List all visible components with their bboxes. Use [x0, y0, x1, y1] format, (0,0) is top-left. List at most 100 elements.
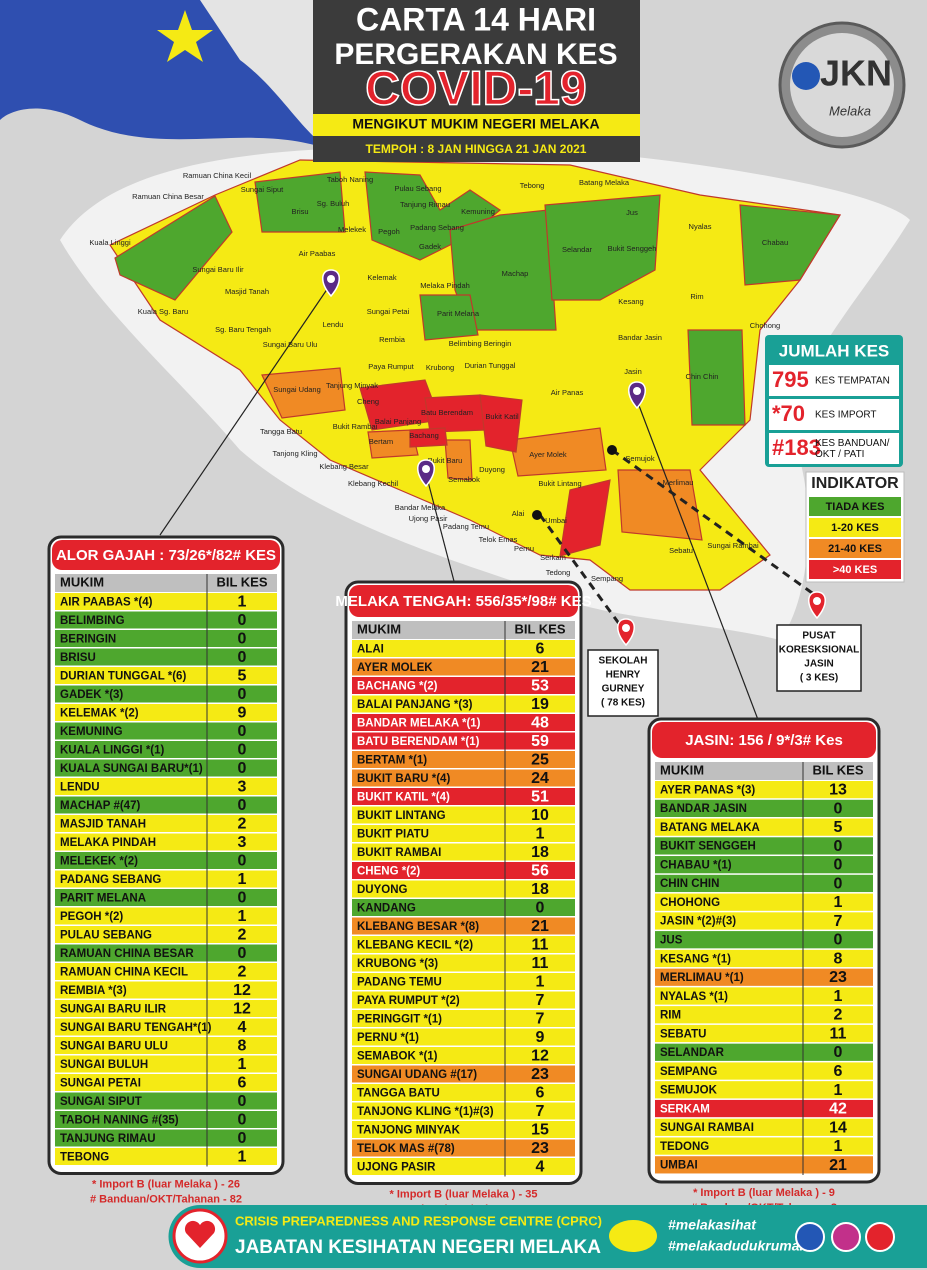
map-label: Klebang Besar: [319, 462, 369, 471]
table-row: [55, 1037, 277, 1054]
dashed-connector: [538, 514, 622, 626]
subtitle: MENGIKUT MUKIM NEGERI MELAKA: [352, 116, 599, 132]
table-row: [352, 732, 575, 750]
table-row: [55, 667, 277, 684]
table-title-bar: [349, 585, 578, 617]
map-label: Tanjung Minyak: [326, 381, 378, 390]
summary-item: [769, 399, 899, 430]
mukim-name: BERTAM *(1): [357, 754, 427, 766]
table-row: [655, 1118, 873, 1136]
case-count: 2: [834, 1007, 843, 1024]
table-row: [352, 843, 575, 861]
case-count: 2: [238, 926, 247, 943]
table-row: [55, 1074, 277, 1091]
case-count: 23: [829, 969, 847, 986]
mukim-name: SEMUJOK: [660, 1085, 718, 1097]
callout-text: GURNEY: [602, 684, 645, 695]
table-row: [352, 1084, 575, 1101]
mukim-name: PEGOH *(2): [60, 911, 123, 923]
map-label: Tanjung Rimau: [400, 200, 450, 209]
case-count: 21: [829, 1157, 847, 1174]
table-row: [352, 1065, 575, 1083]
case-count: 0: [238, 630, 247, 647]
mukim-name: TEBONG: [60, 1151, 109, 1163]
table-row: [655, 1006, 873, 1024]
case-count: 1: [238, 593, 247, 610]
mukim-name: PARIT MELANA: [60, 892, 146, 904]
map-label: Bukit Baru: [428, 456, 463, 465]
mukim-name: KESANG *(1): [660, 953, 731, 965]
column-header: BIL KES: [216, 574, 267, 589]
table-row: [55, 944, 277, 962]
connector-line: [159, 284, 331, 536]
summary-value: #183: [772, 435, 821, 460]
mukim-name: BUKIT RAMBAI: [357, 847, 441, 859]
table-row: [655, 799, 873, 818]
callout-text: ( 78 KES): [601, 698, 645, 709]
callout-text: PUSAT: [802, 631, 835, 642]
title-main: COVID-19: [365, 63, 586, 116]
mukim-name: REMBIA *(3): [60, 985, 127, 997]
case-count: 56: [531, 862, 549, 879]
case-count: 1: [834, 894, 843, 911]
map-label: Pulau Sebang: [394, 184, 441, 193]
map-label: Sg. Buluh: [317, 199, 350, 208]
case-count: 2: [238, 815, 247, 832]
case-count: 13: [829, 782, 847, 799]
mukim-name: AYER MOLEK: [357, 662, 433, 674]
map-label: Kemuning: [461, 207, 495, 216]
map-region: [617, 469, 703, 541]
case-count: 0: [834, 1044, 843, 1061]
map-label: Sebatu: [669, 546, 693, 555]
mukim-name: SUNGAI BARU TENGAH*(1): [60, 1022, 212, 1034]
case-count: 0: [834, 875, 843, 892]
map-label: Nyalas: [689, 222, 712, 231]
table-note: * Import B (luar Melaka ) - 35: [390, 1188, 538, 1200]
map-label: Melekek: [338, 225, 366, 234]
map-label: Air Paabas: [299, 249, 336, 258]
column-header: MUKIM: [357, 621, 401, 636]
mukim-name: DUYONG: [357, 884, 408, 896]
case-count: 0: [238, 889, 247, 906]
footer-line1: CRISIS PREPAREDNESS AND RESPONSE CENTRE …: [235, 1213, 602, 1228]
table-row: [655, 837, 873, 855]
table-row: [55, 685, 277, 703]
table-row: [352, 899, 575, 916]
footer-heart: [184, 1220, 216, 1248]
case-count: 23: [531, 1140, 549, 1157]
summary-item: [769, 365, 899, 396]
mukim-name: RAMUAN CHINA KECIL: [60, 966, 188, 978]
table-row: [655, 781, 873, 799]
mukim-name: GADEK *(3): [60, 689, 123, 701]
mukim-name: TANJONG KLING *(1)#(3): [357, 1106, 494, 1118]
table-row: [55, 981, 277, 999]
table-row: [55, 833, 277, 851]
map-label: Jus: [626, 208, 638, 217]
case-count: 9: [536, 1029, 545, 1046]
mukim-name: KANDANG: [357, 902, 416, 914]
table-row: [352, 862, 575, 879]
map-label: Masjid Tanah: [225, 287, 269, 296]
mukim-name: BRISU: [60, 652, 96, 664]
table-row: [55, 648, 277, 666]
mukim-name: SEBATU: [660, 1028, 706, 1040]
map-label: Tedong: [546, 568, 571, 577]
table-row: [352, 751, 575, 768]
case-count: 1: [536, 825, 545, 842]
map-label: Semabok: [448, 475, 480, 484]
case-count: 0: [536, 899, 545, 916]
table-title: ALOR GAJAH : 73/26*/82# KES: [56, 547, 276, 564]
callout-text: HENRY: [606, 670, 641, 681]
indicator-swatch: [809, 497, 901, 516]
case-count: 12: [531, 1047, 549, 1064]
mukim-name: BUKIT KATIL *(4): [357, 791, 450, 803]
mukim-name: BUKIT LINTANG: [357, 810, 446, 822]
map-label: Cheng: [357, 397, 379, 406]
case-count: 51: [531, 788, 549, 805]
map-label: Bachang: [409, 431, 439, 440]
callout-text: KORESKSIONAL: [779, 645, 860, 656]
case-count: 1: [834, 1138, 843, 1155]
case-count: 6: [536, 1084, 545, 1101]
map-dot: [607, 445, 617, 455]
case-count: 18: [531, 881, 549, 898]
